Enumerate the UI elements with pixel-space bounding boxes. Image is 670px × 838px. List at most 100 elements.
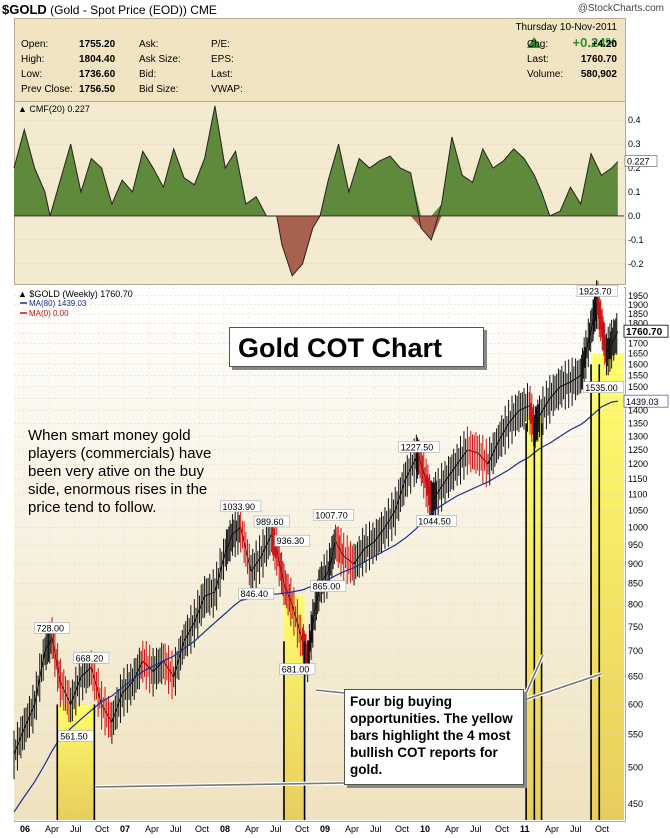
price-legend-title: ▲ $GOLD (Weekly) 1760.70 — [18, 289, 133, 299]
price-tick-label: 1000 — [628, 522, 648, 532]
price-tick-label: 550 — [628, 730, 643, 740]
buying-opportunities-note: Four big buying opportunities. The yello… — [344, 689, 524, 785]
x-tick-label: Oct — [395, 824, 410, 834]
cmf-tick-label: 0.2 — [628, 163, 641, 173]
price-tick-label: 1400 — [628, 406, 648, 416]
x-tick-label: Apr — [345, 824, 359, 834]
cmf-last-box — [624, 155, 658, 167]
x-tick-label: 09 — [320, 824, 330, 834]
x-tick-label: Oct — [495, 824, 510, 834]
peak-label-box — [253, 515, 290, 528]
peak-label-box — [220, 500, 262, 513]
price-tick-label: 900 — [628, 559, 643, 569]
x-tick-label: Oct — [195, 824, 210, 834]
ma80-line — [13, 400, 618, 813]
price-tick-label: 1600 — [628, 359, 648, 369]
price-tick-label: 850 — [628, 579, 643, 589]
cmf-line — [13, 105, 619, 277]
peak-label: 936.30 — [277, 536, 305, 546]
quote-label: Ask Size: — [139, 54, 181, 65]
change-percent: +0.24% — [572, 35, 617, 50]
price-tick-label: 1300 — [628, 431, 648, 441]
cmf-tick-label: 0.1 — [628, 187, 641, 197]
price-tick-label: 1200 — [628, 459, 648, 469]
quote-label: Prev Close: — [21, 84, 73, 95]
brand-watermark[interactable]: @StockCharts.com — [577, 3, 664, 14]
cmf-tick-label: -0.2 — [628, 259, 644, 269]
x-tick-label: 06 — [20, 824, 30, 834]
price-tick-label: 1950 — [628, 291, 648, 301]
quote-label: High: — [21, 54, 45, 65]
peak-label-box — [279, 663, 316, 675]
peak-label-box — [310, 580, 347, 592]
pointer-arrow — [523, 654, 544, 699]
cot-chart-title: Gold COT Chart — [229, 327, 484, 367]
up-arrow-icon — [527, 37, 541, 48]
peak-label-box — [312, 509, 354, 521]
price-tick-label: 1700 — [628, 338, 648, 348]
peak-label: 1227.50 — [401, 442, 434, 452]
price-tick-label: 500 — [628, 763, 643, 773]
quote-label: Last: — [211, 69, 233, 80]
cmf-negative-area — [14, 215, 618, 276]
x-tick-label: Apr — [245, 824, 259, 834]
price-tick-label: 800 — [628, 600, 643, 610]
peak-label-box — [416, 515, 457, 527]
pointer-arrow — [315, 689, 345, 694]
quote-value: 1760.70 — [580, 54, 617, 65]
peak-label: 668.20 — [76, 653, 104, 663]
price-tick-label: 1500 — [628, 382, 648, 392]
x-tick-label: Jul — [170, 824, 182, 834]
peak-label: 728.00 — [37, 623, 65, 633]
price-bars — [13, 280, 618, 780]
x-tick-label: Jul — [570, 824, 582, 834]
cmf-legend: ▲ CMF(20) 0.227 — [18, 104, 90, 114]
price-tick-label: 750 — [628, 622, 643, 632]
price-tick-label: 1100 — [628, 489, 647, 499]
x-tick-label: Apr — [145, 824, 159, 834]
cmf-tick-label: 0.0 — [628, 211, 641, 221]
last-ma-box — [623, 394, 669, 408]
ma80-legend-label: MA(80) 1439.03 — [29, 299, 87, 308]
last-ma-label: 1439.03 — [626, 397, 659, 407]
x-tick-label: Apr — [45, 824, 59, 834]
last-price-label: 1760.70 — [626, 327, 663, 338]
peak-label: 1033.90 — [222, 502, 255, 512]
x-tick-label: 08 — [220, 824, 230, 834]
price-tick-label: 1050 — [628, 505, 648, 515]
price-tick-label: 450 — [628, 799, 643, 809]
peak-label: 989.60 — [256, 517, 284, 527]
x-tick-label: Jul — [470, 824, 482, 834]
cmf-tick-label: 0.4 — [628, 115, 641, 125]
cot-highlight-band — [283, 596, 305, 820]
pointer-arrow — [523, 673, 602, 701]
price-tick-label: 700 — [628, 646, 643, 656]
cmf-last-value: 0.227 — [627, 157, 650, 167]
quote-date: Thursday 10-Nov-2011 — [515, 22, 617, 33]
x-tick-label: Oct — [295, 824, 310, 834]
peak-label: 681.00 — [282, 665, 310, 675]
quote-label: Volume: — [527, 69, 564, 80]
quote-label: Ask: — [139, 39, 159, 50]
peak-label-box — [398, 441, 440, 453]
peak-label-box — [57, 730, 94, 742]
peak-label-box — [73, 652, 110, 664]
peak-label: 1044.50 — [418, 516, 451, 526]
quote-value: 1755.20 — [79, 39, 116, 50]
price-tick-label: 1550 — [628, 370, 648, 380]
price-tick-label: 1350 — [628, 418, 648, 428]
peak-label-box — [582, 381, 624, 394]
quote-label: Bid: — [139, 69, 157, 80]
cot-highlight-band — [57, 704, 95, 820]
quote-label: Last: — [527, 54, 549, 65]
x-tick-label: Oct — [595, 824, 610, 834]
price-tick-label: 1900 — [628, 300, 648, 310]
peak-label: 561.50 — [60, 731, 88, 741]
chart-title-bar: $GOLD (Gold - Spot Price (EOD)) CME — [2, 2, 217, 17]
instrument-name: (Gold - Spot Price (EOD)) — [50, 3, 187, 17]
x-tick-label: Apr — [545, 824, 559, 834]
x-tick-label: 11 — [520, 824, 530, 834]
peak-label-box — [576, 285, 618, 297]
